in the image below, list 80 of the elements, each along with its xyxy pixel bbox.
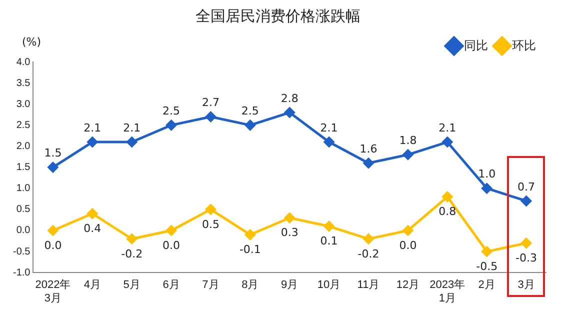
y-tick-label: -1.0	[12, 267, 31, 278]
data-label: -0.5	[476, 260, 498, 273]
y-tick-label: 4.0	[16, 56, 31, 68]
y-tick-label: 1.5	[16, 162, 31, 174]
data-label: 0.7	[518, 180, 536, 194]
x-tick-label: 6月	[162, 279, 180, 292]
y-tick-label: 3.5	[16, 78, 31, 89]
data-label: 1.8	[399, 134, 417, 148]
x-tick-label: 10月	[317, 279, 341, 292]
data-label: 0.4	[84, 222, 102, 235]
data-label: 0.0	[162, 238, 180, 252]
data-label: -0.1	[239, 243, 261, 256]
x-tick-label: 4月	[84, 279, 101, 292]
y-tick-label: 0.0	[16, 225, 31, 236]
data-label: 2.7	[202, 96, 220, 110]
data-label: -0.2	[121, 247, 143, 260]
point	[521, 238, 532, 248]
point	[87, 136, 98, 148]
point	[521, 196, 532, 206]
point	[87, 208, 98, 219]
point	[363, 158, 374, 168]
point	[166, 225, 177, 236]
point	[442, 192, 453, 202]
data-label: 1.0	[478, 168, 496, 181]
data-label: -0.2	[358, 247, 380, 260]
point	[324, 221, 334, 232]
y-tick-label: 0.5	[16, 204, 31, 216]
point	[126, 234, 138, 244]
data-label: 1.6	[360, 142, 378, 156]
data-label: 0.8	[438, 205, 456, 218]
y-tick-label: -0.5	[12, 246, 31, 258]
x-tick-label: 5月	[123, 279, 140, 292]
legend-label: 环比	[512, 38, 536, 52]
x-tick-label: 9月	[281, 279, 298, 292]
point	[402, 225, 414, 236]
data-label: 2.5	[162, 104, 180, 118]
x-tick-label: 2月	[478, 279, 496, 292]
x-tick-label: 8月	[242, 279, 259, 292]
data-label: 2.1	[84, 121, 102, 134]
y-tick-label: 2.0	[16, 140, 31, 152]
point	[324, 136, 334, 148]
data-label: 2.1	[123, 121, 141, 134]
point	[363, 234, 374, 244]
point	[284, 212, 295, 224]
data-label: 2.5	[241, 104, 259, 118]
point	[48, 162, 58, 173]
point	[48, 225, 58, 236]
point	[482, 246, 492, 257]
x-tick-label: 3月	[518, 279, 535, 292]
x-tick-label: 12月	[396, 279, 420, 292]
point	[284, 107, 295, 118]
chart-title: 全国居民消费价格涨跌幅	[196, 6, 360, 25]
data-label: 2.8	[280, 92, 298, 105]
data-label: 0.0	[399, 238, 417, 252]
x-tick-label: 2023年 1月	[430, 279, 466, 304]
data-label: 0.3	[280, 226, 298, 240]
point	[205, 112, 216, 122]
legend-label: 同比	[464, 38, 488, 52]
point	[244, 120, 256, 130]
data-label: 1.5	[44, 146, 62, 160]
point	[205, 204, 216, 215]
point	[166, 120, 177, 130]
x-tick-label: 7月	[202, 279, 220, 292]
data-label: 0.5	[202, 218, 220, 231]
y-tick-label: 1.0	[16, 183, 31, 194]
data-label: 0.0	[44, 238, 62, 252]
y-tick-label: 2.5	[16, 120, 31, 131]
x-tick-label: 2022年 3月	[35, 279, 71, 304]
point	[402, 149, 414, 160]
point	[482, 183, 492, 194]
point	[244, 229, 256, 240]
y-axis-title: (%)	[22, 35, 42, 48]
data-label: 2.1	[438, 121, 456, 134]
data-label: 0.1	[320, 234, 338, 248]
data-label: -0.3	[516, 251, 538, 264]
point	[126, 136, 138, 148]
y-tick-label: 3.0	[16, 98, 31, 110]
point	[442, 136, 453, 148]
data-label: 2.1	[320, 121, 338, 134]
x-tick-label: 11月	[357, 279, 380, 292]
